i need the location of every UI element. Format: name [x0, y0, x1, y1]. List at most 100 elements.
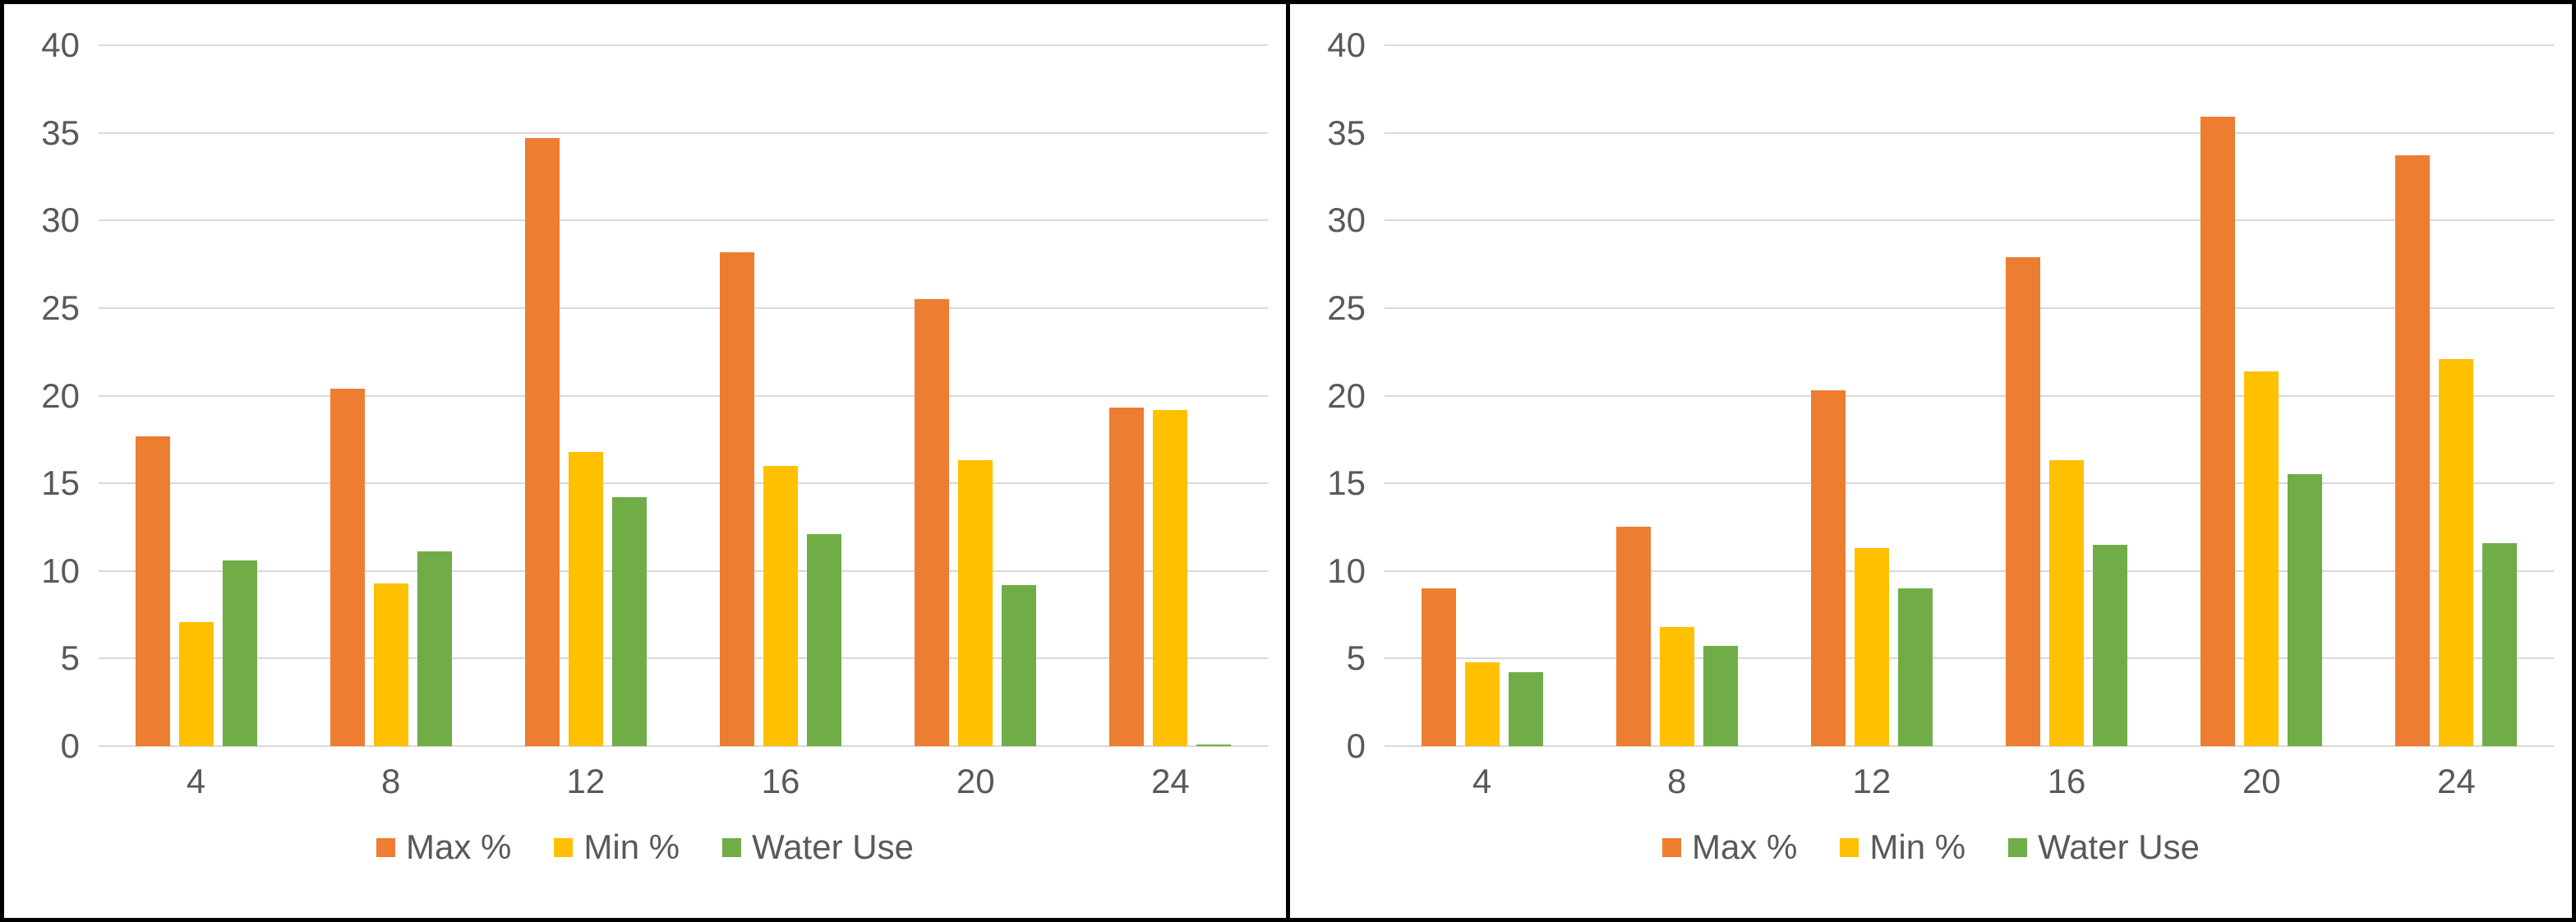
legend-label-min: Min % [583, 827, 680, 866]
y-axis-label: 30 [1327, 201, 1366, 240]
y-axis-label: 10 [41, 551, 80, 590]
gridline [1385, 219, 2554, 222]
bar-max-20 [915, 299, 950, 746]
x-axis-label-20: 20 [2242, 762, 2281, 800]
legend-label-water: Water Use [752, 827, 914, 866]
x-axis-label-4: 4 [186, 762, 206, 800]
bar-min-20 [2244, 371, 2279, 746]
legend-label-max: Max % [406, 827, 512, 866]
gridline [1385, 657, 2554, 660]
y-axis-label: 0 [1346, 726, 1366, 765]
legend-swatch-max-icon [1662, 837, 1682, 857]
bar-group-12 [1810, 45, 1933, 746]
bar-water-24 [1196, 744, 1232, 746]
legend-swatch-min-icon [1840, 837, 1859, 857]
chart-panel-right: 0 5 10 15 20 25 30 35 40 4 8 12 16 20 24 Max % Min % Wate… [1290, 4, 2572, 918]
bar-water-16 [2093, 544, 2128, 746]
gridline [99, 394, 1268, 397]
bar-min-24 [1153, 409, 1188, 746]
bar-max-12 [524, 138, 560, 746]
bar-groups [1385, 45, 2554, 746]
bar-min-24 [2439, 358, 2474, 746]
bar-max-20 [2200, 117, 2236, 746]
legend-item-max: Max % [1662, 827, 1797, 867]
legend-label-max: Max % [1692, 827, 1798, 866]
y-axis-label: 40 [1327, 25, 1366, 64]
y-axis-label: 25 [1327, 288, 1366, 327]
bar-max-24 [2395, 155, 2431, 746]
bar-water-20 [2288, 474, 2323, 746]
legend-item-min: Min % [1840, 827, 1965, 867]
bar-min-8 [1659, 627, 1694, 746]
gridline [1385, 394, 2554, 397]
bar-group-4 [1421, 45, 1543, 746]
bar-group-16 [720, 45, 842, 746]
legend-label-water: Water Use [2038, 827, 2200, 866]
bar-min-4 [178, 621, 214, 746]
bar-min-8 [373, 583, 408, 746]
legend: Max % Min % Water Use [4, 827, 1286, 867]
x-axis-label-12: 12 [1852, 762, 1892, 800]
bar-group-20 [915, 45, 1037, 746]
y-axis-label: 20 [1327, 376, 1366, 415]
bar-max-12 [1810, 390, 1846, 746]
x-axis-label-24: 24 [1151, 762, 1190, 800]
bar-water-20 [1002, 584, 1037, 746]
bar-min-12 [1854, 548, 1889, 746]
gridline [1385, 307, 2554, 309]
bar-max-8 [1615, 527, 1651, 746]
legend-item-water: Water Use [722, 827, 914, 867]
bar-groups [99, 45, 1268, 746]
legend-swatch-water-icon [2008, 837, 2028, 857]
x-axis-label-8: 8 [381, 762, 401, 800]
bar-max-24 [1109, 408, 1145, 746]
y-axis-label: 35 [41, 113, 80, 152]
bar-water-12 [611, 497, 647, 746]
x-axis-label-16: 16 [761, 762, 800, 800]
bar-group-24 [2395, 45, 2518, 746]
bar-water-8 [1703, 646, 1738, 746]
bar-group-12 [524, 45, 647, 746]
gridline [1385, 44, 2554, 46]
legend: Max % Min % Water Use [1290, 827, 2572, 867]
bar-group-4 [135, 45, 257, 746]
x-axis-labels: 4 8 12 16 20 24 [1385, 762, 2554, 811]
y-axis-label: 40 [41, 25, 80, 64]
chart-panel-left: 0 5 10 15 20 25 30 35 40 4 8 12 16 20 24 Max % Min % Wate… [4, 4, 1290, 918]
y-axis-label: 0 [60, 726, 80, 765]
x-axis-label-8: 8 [1667, 762, 1687, 800]
bar-water-4 [1508, 672, 1543, 746]
plot-area [99, 44, 1268, 747]
bar-min-4 [1464, 662, 1500, 746]
gridline [99, 482, 1268, 485]
bar-max-4 [135, 436, 170, 746]
plot-area [1385, 44, 2554, 747]
gridline [99, 745, 1268, 747]
y-axis-label: 5 [1346, 638, 1366, 678]
gridline [1385, 745, 2554, 747]
gridline [1385, 569, 2554, 572]
bar-water-8 [417, 551, 452, 746]
x-axis-label-4: 4 [1472, 762, 1492, 800]
gridline [99, 44, 1268, 46]
bar-group-8 [1615, 45, 1738, 746]
bar-group-20 [2200, 45, 2323, 746]
legend-item-max: Max % [376, 827, 511, 867]
y-axis-label: 20 [41, 376, 80, 415]
bar-water-24 [2482, 542, 2518, 746]
bar-max-4 [1421, 588, 1456, 746]
gridline [99, 569, 1268, 572]
bar-min-12 [568, 451, 603, 746]
x-axis-label-20: 20 [956, 762, 995, 800]
legend-label-min: Min % [1869, 827, 1966, 866]
legend-swatch-min-icon [554, 837, 574, 857]
bar-max-16 [2006, 257, 2041, 746]
x-axis-label-12: 12 [566, 762, 606, 800]
y-axis-label: 15 [1327, 463, 1366, 503]
legend-swatch-water-icon [722, 837, 742, 857]
bar-water-4 [222, 560, 257, 746]
gridline [99, 657, 1268, 660]
gridline [1385, 482, 2554, 485]
bar-water-16 [807, 533, 842, 746]
